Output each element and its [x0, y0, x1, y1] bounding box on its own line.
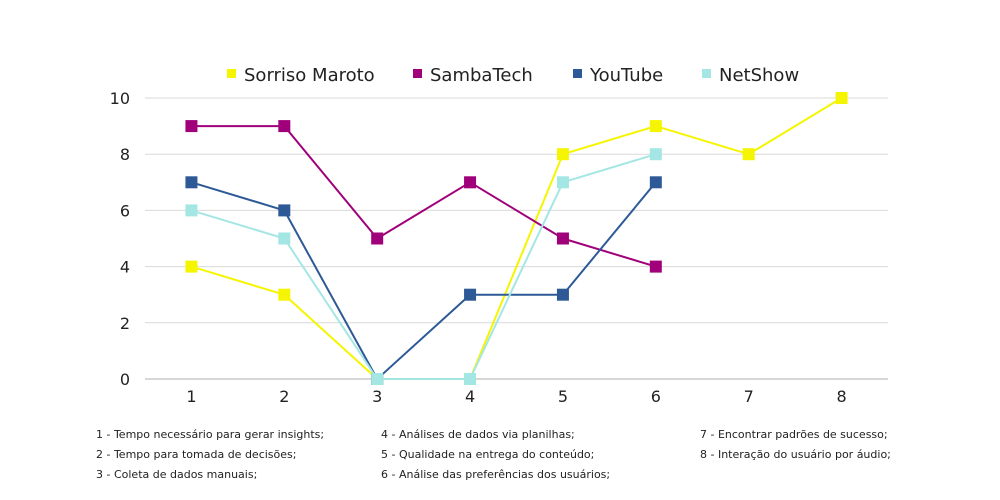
x-tick-label: 2: [279, 387, 289, 406]
series-2: [185, 176, 662, 385]
x-tick-label: 7: [744, 387, 754, 406]
legend-item-2: YouTube: [573, 65, 663, 86]
series-1: [185, 120, 662, 273]
data-point: [742, 148, 755, 161]
data-point: [185, 176, 198, 189]
data-point: [649, 120, 662, 133]
legend-item-0: Sorriso Maroto: [227, 65, 375, 86]
note-2: 2 - Tempo para tomada de decisões;: [96, 448, 297, 461]
data-point: [649, 260, 662, 273]
legend-swatch: [227, 69, 236, 78]
legend-item-1: SambaTech: [413, 65, 533, 86]
x-tick-label: 3: [372, 387, 382, 406]
x-tick-label: 1: [186, 387, 196, 406]
data-point: [464, 373, 477, 385]
category-notes: 1 - Tempo necessário para gerar insights…: [0, 428, 1000, 500]
note-1: 1 - Tempo necessário para gerar insights…: [96, 428, 325, 441]
data-point: [464, 176, 477, 189]
x-tick-label: 5: [558, 387, 568, 406]
data-point: [556, 288, 569, 301]
data-point: [185, 260, 198, 273]
legend-swatch: [573, 69, 582, 78]
legend-swatch: [413, 69, 422, 78]
x-tick-label: 8: [836, 387, 846, 406]
series-line: [191, 153, 657, 380]
series-lines: [185, 92, 848, 385]
data-point: [556, 176, 569, 189]
x-tick-label: 4: [465, 387, 475, 406]
data-point: [649, 148, 662, 161]
data-point: [649, 176, 662, 189]
legend-label: SambaTech: [430, 65, 533, 86]
y-tick-label: 10: [110, 89, 130, 108]
data-point: [835, 92, 848, 104]
legend-label: NetShow: [719, 65, 799, 86]
legend-swatch: [702, 69, 711, 78]
y-tick-label: 0: [120, 370, 130, 389]
legend-item-3: NetShow: [702, 65, 799, 86]
y-tick-labels: 0 2 4 6 8 10: [110, 89, 130, 389]
legend-label: YouTube: [589, 65, 663, 86]
series-3: [185, 148, 662, 385]
x-tick-labels: 1 2 3 4 5 6 7 8: [186, 387, 846, 406]
data-point: [185, 204, 198, 217]
y-tick-label: 8: [120, 145, 130, 164]
note-6: 6 - Análise das preferências dos usuário…: [381, 468, 611, 481]
note-8: 8 - Interação do usuário por áudio;: [700, 448, 891, 461]
y-tick-label: 4: [120, 258, 130, 277]
note-7: 7 - Encontrar padrões de sucesso;: [700, 428, 888, 441]
note-5: 5 - Qualidade na entrega do conteúdo;: [381, 448, 595, 461]
legend: Sorriso Maroto SambaTech YouTube NetShow: [227, 65, 799, 86]
data-point: [371, 373, 384, 385]
y-tick-label: 2: [120, 314, 130, 333]
data-point: [278, 120, 291, 133]
data-point: [371, 232, 384, 245]
data-point: [278, 288, 291, 301]
note-4: 4 - Análises de dados via planilhas;: [381, 428, 575, 441]
data-point: [278, 232, 291, 245]
x-tick-label: 6: [651, 387, 661, 406]
data-point: [556, 232, 569, 245]
y-tick-label: 6: [120, 201, 130, 220]
legend-label: Sorriso Maroto: [244, 65, 375, 86]
series-line: [191, 125, 657, 268]
data-point: [464, 288, 477, 301]
data-point: [278, 204, 291, 217]
note-3: 3 - Coleta de dados manuais;: [96, 468, 258, 481]
series-line: [191, 181, 657, 380]
data-point: [185, 120, 198, 133]
data-point: [556, 148, 569, 161]
series-line: [191, 97, 843, 380]
